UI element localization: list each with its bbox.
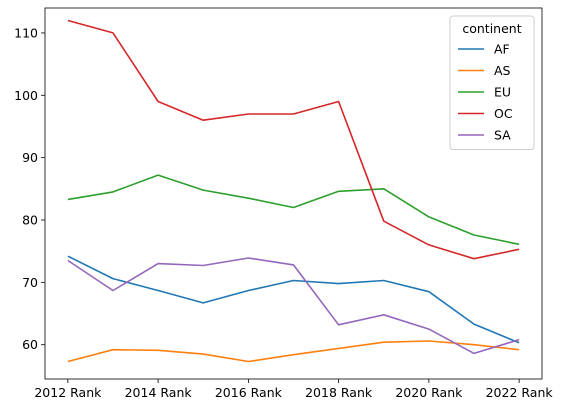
y-tick-label: 100 <box>14 88 38 103</box>
x-tick-label: 2018 Rank <box>305 385 373 400</box>
legend-label-as: AS <box>494 63 511 78</box>
legend-box <box>449 15 535 150</box>
series-line-sa <box>67 257 520 355</box>
y-tick-label: 80 <box>22 213 38 228</box>
series-line-oc <box>67 19 520 260</box>
y-tick-label: 60 <box>22 337 38 352</box>
y-tick-label: 110 <box>14 25 38 40</box>
plot-frame <box>44 7 543 380</box>
legend-label-eu: EU <box>494 85 511 100</box>
legend-label-oc: OC <box>494 106 513 121</box>
y-tick-label: 90 <box>22 150 38 165</box>
x-tick-label: 2012 Rank <box>34 385 102 400</box>
legend-title: continent <box>462 21 521 36</box>
legend-label-sa: SA <box>494 128 511 143</box>
series-lines <box>67 19 520 363</box>
x-tick-label: 2014 Rank <box>125 385 193 400</box>
y-axis: 60 70 80 90 100 110 <box>14 25 45 352</box>
series-line-as <box>67 340 520 363</box>
legend: continent AF AS EU OC SA <box>449 15 535 150</box>
series-line-eu <box>67 174 520 246</box>
x-tick-label: 2022 Rank <box>486 385 554 400</box>
x-tick-label: 2020 Rank <box>395 385 463 400</box>
x-axis: 2012 Rank 2014 Rank 2016 Rank 2018 Rank 2020… <box>34 379 553 400</box>
x-tick-label: 2016 Rank <box>215 385 283 400</box>
legend-label-af: AF <box>494 42 510 57</box>
series-line-af <box>67 255 520 344</box>
y-tick-label: 70 <box>22 275 38 290</box>
